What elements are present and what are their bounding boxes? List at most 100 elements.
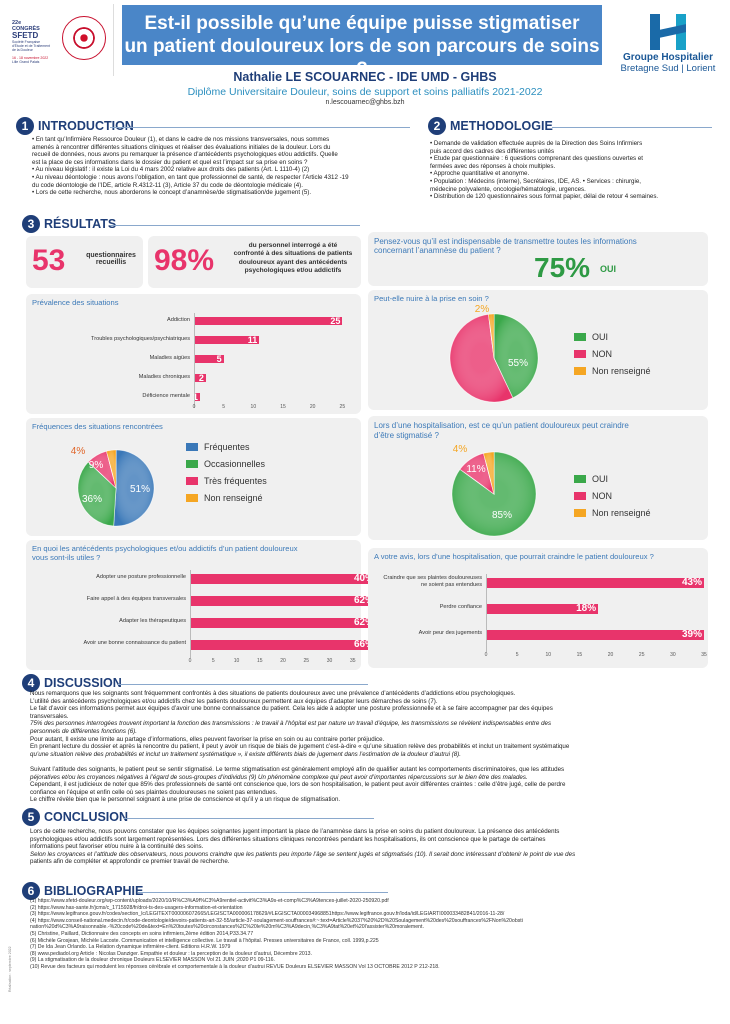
label-line: Maladies chroniques [138, 374, 190, 380]
text-line: psychologiques et/ou addictifs sont larg… [30, 835, 546, 843]
axis-tick-label: 20 [607, 652, 614, 658]
legend-label: Non renseigné [592, 366, 651, 376]
text-line [30, 758, 720, 766]
bibliography-item: (7) De Ida Jean Orlando. La Relation dyn… [30, 944, 231, 951]
chart-title: Fréquences des situations rencontrées [32, 422, 163, 431]
bar-value-label: 2 [198, 372, 204, 383]
title-line: En quoi les antécédents psychologiques e… [32, 544, 298, 553]
title-line: Lors d’une hospitalisation, est ce qu’un… [374, 421, 629, 430]
axis-tick-label: 30 [326, 658, 333, 664]
text-line: • Demande de validation effectuée auprès… [430, 140, 643, 147]
text-line: En prenant lecture du dossier et après l… [30, 743, 570, 751]
pie-slice-shade [113, 450, 154, 526]
bibliography-item: (4) https://www.conseil-national.medecin… [30, 917, 523, 924]
count-label: questionnaires recueillis [86, 252, 136, 266]
pie-value-label: 2% [475, 304, 490, 315]
axis-line [486, 574, 487, 652]
chart-title: Peut-elle nuire à la prise en soin ? [374, 294, 489, 303]
pie-slice-shade [78, 461, 116, 526]
text-line: • En tant qu’Infirmière Ressource Douleu… [32, 136, 330, 143]
bar [194, 317, 343, 325]
legend-swatch [186, 494, 198, 502]
text-line: fermées avec des réponses à choix multip… [430, 162, 556, 170]
bar-category-label: Craindre que ses plaintes douloureuses ne… [370, 575, 482, 588]
text-line: est la place de ces informations dans le… [32, 158, 308, 166]
brand-name: Groupe Hospitalier [622, 52, 713, 63]
text-line: recueil de données, nous avons pu remarq… [32, 151, 338, 159]
bibliography-item: (10) Revue des facteurs qui modulent les… [30, 963, 440, 970]
label-line: psychologiques et/ou addictifs [244, 267, 342, 275]
target-logo-icon [62, 16, 106, 60]
bar [190, 574, 376, 584]
pie-slice-shade [483, 452, 494, 494]
congress-logo: 22e CONGRÈS SFETD Société Française d'Ét… [6, 4, 114, 76]
congress-logo-line: 16 - 18 novembre 2022 [12, 56, 49, 60]
section-divider [138, 892, 388, 893]
congress-logo-line: CONGRÈS [12, 26, 40, 32]
bar-value-label: 40% [353, 572, 374, 584]
bar [486, 630, 704, 640]
label-line: du personnel interrogé a été [248, 242, 338, 249]
legend-swatch [186, 443, 198, 451]
section-title: RÉSULTATS [44, 217, 117, 231]
axis-tick-label: 25 [303, 658, 310, 664]
legend-swatch [186, 460, 198, 468]
text-line: Le fait d’avoir ces informations permet … [30, 705, 553, 713]
usefulness-chart-panel: En quoi les antécédents psychologiques e… [26, 540, 379, 670]
congress-logo-text: 22e CONGRÈS SFETD Société Française d'Ét… [12, 20, 50, 64]
axis-tick-label: 0 [188, 658, 192, 664]
frequency-pie-chart: 51% 36% 9%4% [71, 446, 155, 527]
title-line: un patient douloureux lors de son parcou… [124, 36, 600, 80]
pct-label: du personnel interrogé a été confronté à… [228, 242, 358, 276]
congress-logo-line: Lille Grand Palais [12, 60, 40, 64]
label-line: ne soient pas entendues [421, 581, 482, 588]
bibliography-item: (9) La stigmatisation de la douleur chro… [30, 957, 275, 964]
pie-slice-shade [450, 314, 513, 402]
section-number: 5 [22, 808, 40, 826]
pie-value-label: 36% [82, 494, 102, 505]
stigma-pie-chart: 85% 11% 4% [451, 444, 537, 537]
congress-logo-line: d'Étude et de Traitement [12, 44, 51, 48]
label-line: douloureux ayant des antécédents [238, 258, 348, 266]
text-line: • Etude par questionnaire : 6 questions … [430, 155, 644, 163]
section-title: INTRODUCTION [38, 119, 134, 133]
pie-slice-shade [460, 453, 494, 494]
bar-value-label: 43% [681, 576, 702, 588]
bar-value-label: 66% [353, 638, 374, 650]
legend-swatch [574, 492, 586, 500]
section-number: 4 [22, 674, 40, 692]
section-divider [110, 127, 410, 128]
bar [486, 604, 599, 614]
fears-bar-chart: Craindre que ses plaintes douloureuses ne… [368, 548, 708, 668]
text-line: • Approche quantitative et anonyme. [430, 170, 530, 178]
legend-swatch [574, 509, 586, 517]
bar-category-label: Déficience mentale [30, 393, 190, 400]
text-line: puis accord des cadres des différentes u… [430, 147, 555, 155]
pie-slice-shade [494, 314, 538, 398]
section-number: 1 [16, 117, 34, 135]
method-text: • Demande de validation effectuée auprès… [430, 140, 720, 201]
title-line: vous sont-ils utiles ? [32, 553, 101, 562]
bibliography-item: (2) https://www.has-sante.fr/jcms/c_1715… [30, 904, 243, 911]
legend-swatch [186, 477, 198, 485]
pct-value: 98% [154, 244, 215, 277]
axis-tick-label: 5 [222, 404, 226, 410]
bar-category-label: Adapter les thérapeutiques [28, 618, 186, 625]
congress-logo-line: SFETD [12, 31, 39, 40]
pct-stat-panel: 98% du personnel interrogé a été confron… [148, 236, 361, 288]
label-line: recueillis [95, 259, 127, 266]
text-line: • Distribution de 120 questionnaires sou… [430, 193, 659, 201]
text-line: péjoratives et/ou les croyances négative… [30, 773, 528, 781]
bar-category-label: Maladies chroniques [30, 374, 190, 381]
count-stat-panel: 53 questionnaires recueillis [26, 236, 143, 288]
title-line: d’être stigmatisé ? [374, 430, 439, 440]
axis-tick-label: 5 [515, 652, 519, 658]
label-line: Adapter les thérapeutiques [119, 618, 186, 624]
text-line: médecine polyvalente, oncologie/hématolo… [430, 185, 586, 193]
bar-value-label: 25 [330, 315, 341, 326]
bar-value-label: 62% [353, 616, 374, 628]
ghbs-mark-icon [638, 14, 698, 50]
label-line: Déficience mentale [142, 393, 190, 399]
chart-title: Lors d’une hospitalisation, est ce qu’un… [374, 421, 629, 440]
stigma-legend: OUI NON Non renseigné [574, 474, 704, 534]
